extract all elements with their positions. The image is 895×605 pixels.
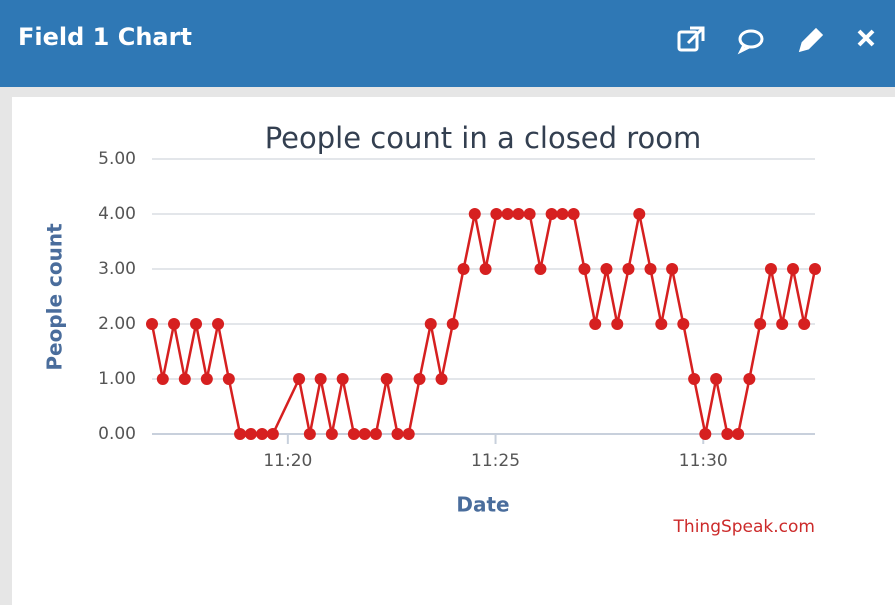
data-point [156,373,169,385]
data-point [146,318,158,330]
y-tick-label: 3.00 [98,259,136,279]
data-point [314,373,327,385]
data-point [677,318,690,330]
y-tick-label: 0.00 [98,424,136,444]
data-point [644,263,657,275]
data-point [710,373,723,385]
data-point [490,208,503,220]
chart-title: People count in a closed room [265,121,702,155]
data-point [611,318,624,330]
data-point [468,208,481,220]
data-point [523,208,536,220]
y-tick-label: 5.00 [98,149,136,169]
data-point [212,318,225,330]
data-point [732,428,745,440]
data-point [266,428,279,440]
data-point [303,428,316,440]
data-point [721,428,734,440]
close-icon[interactable] [857,29,875,47]
data-point [435,373,448,385]
data-point [545,208,558,220]
data-point [446,318,459,330]
data-point [688,373,701,385]
x-axis-label: Date [456,493,509,517]
data-point [512,208,525,220]
header-icons [677,26,875,55]
data-point [589,318,602,330]
chart-panel [12,97,895,605]
data-point [567,208,580,220]
data-point [347,428,360,440]
data-point [358,428,371,440]
data-point [336,373,349,385]
edit-icon[interactable] [798,27,824,53]
data-point [413,373,426,385]
data-point [809,263,821,275]
data-point [256,428,269,440]
y-tick-label: 1.00 [98,369,136,389]
data-point [479,263,492,275]
data-point [699,428,712,440]
data-point [776,318,789,330]
data-point [293,373,306,385]
data-point [764,263,777,275]
data-point [655,318,668,330]
data-point [168,318,181,330]
data-point [244,428,257,440]
y-tick-label: 2.00 [98,314,136,334]
x-tick-label: 11:25 [471,451,520,471]
data-point [178,373,191,385]
data-point [622,263,635,275]
open-icon[interactable] [677,26,705,52]
x-tick-label: 11:20 [263,451,312,471]
data-point [578,263,591,275]
data-point [222,373,235,385]
data-point [190,318,203,330]
credit: ThingSpeak.com [673,517,815,537]
data-point [369,428,382,440]
data-point [424,318,437,330]
data-point [556,208,569,220]
data-point [743,373,756,385]
comment-icon[interactable] [737,29,764,55]
data-point [600,263,613,275]
x-tick-label: 11:30 [679,451,728,471]
data-point [534,263,547,275]
panel-title: Field 1 Chart [18,23,192,51]
y-axis-label: People count [43,223,67,371]
data-point [391,428,404,440]
data-point [234,428,247,440]
data-point [501,208,514,220]
data-point [798,318,811,330]
data-point [457,263,470,275]
data-point [325,428,338,440]
data-point [200,373,213,385]
data-point [786,263,799,275]
data-point [633,208,646,220]
header-bar [0,0,895,87]
data-point [402,428,415,440]
data-point [754,318,767,330]
data-point [666,263,679,275]
data-point [380,373,393,385]
y-tick-label: 4.00 [98,204,136,224]
